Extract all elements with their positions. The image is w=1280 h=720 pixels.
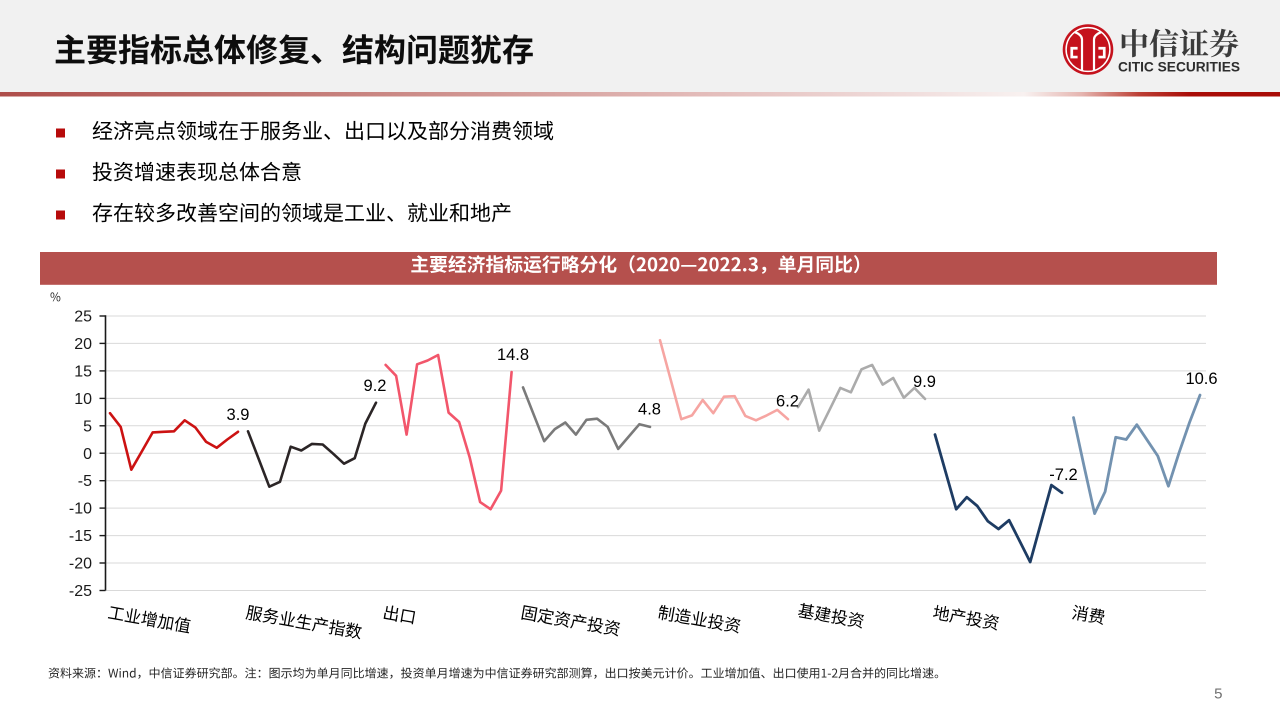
svg-text:0: 0 <box>83 446 92 463</box>
svg-text:CITIC SECURITIES: CITIC SECURITIES <box>1118 60 1240 75</box>
svg-text:25: 25 <box>74 309 92 326</box>
svg-text:6.2: 6.2 <box>776 393 799 411</box>
svg-text:5: 5 <box>83 418 92 435</box>
svg-text:-5: -5 <box>78 473 92 490</box>
svg-text:10: 10 <box>74 391 92 408</box>
svg-text:-7.2: -7.2 <box>1049 466 1077 484</box>
svg-text:10.6: 10.6 <box>1185 370 1217 388</box>
svg-text:-20: -20 <box>69 556 92 573</box>
svg-text:9.9: 9.9 <box>913 373 936 391</box>
svg-text:-15: -15 <box>69 528 92 545</box>
svg-text:4.8: 4.8 <box>638 401 661 419</box>
svg-text:3.9: 3.9 <box>227 406 250 424</box>
svg-text:14.8: 14.8 <box>497 346 529 364</box>
svg-text:-25: -25 <box>69 583 92 600</box>
svg-text:5: 5 <box>1214 685 1222 702</box>
svg-text:9.2: 9.2 <box>364 377 387 395</box>
svg-text:-10: -10 <box>69 501 92 518</box>
svg-text:20: 20 <box>74 336 92 353</box>
svg-text:15: 15 <box>74 363 92 380</box>
